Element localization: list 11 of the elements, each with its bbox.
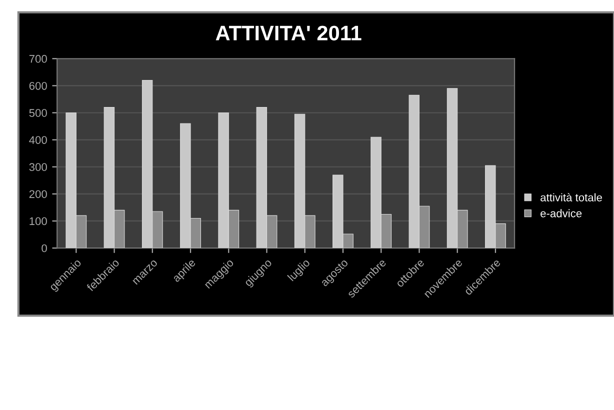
y-tick-label: 0 <box>42 244 47 252</box>
y-tick-label: 700 <box>29 54 47 63</box>
y-tick-label: 400 <box>29 136 47 144</box>
y-tick-label: 300 <box>29 163 47 172</box>
y-tick-label: 100 <box>30 217 47 226</box>
legend-label: e-advice <box>540 209 582 218</box>
y-tick-label: 600 <box>29 82 47 90</box>
y-tick-label: 200 <box>29 190 47 198</box>
y-tick-label: 500 <box>29 109 47 117</box>
legend-label: attività totale <box>540 193 602 202</box>
chart-title: ATTIVITA' 2011 <box>216 26 362 40</box>
